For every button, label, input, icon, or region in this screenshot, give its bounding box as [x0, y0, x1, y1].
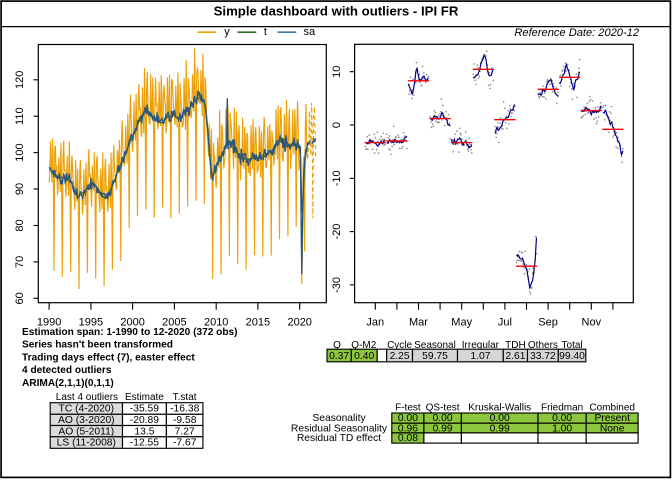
svg-text:TDH: TDH — [505, 340, 526, 351]
svg-text:Kruskal-Wallis: Kruskal-Wallis — [468, 402, 531, 413]
svg-text:7.27: 7.27 — [175, 426, 195, 437]
svg-text:Last 4 outliers: Last 4 outliers — [56, 392, 118, 403]
svg-text:Irregular: Irregular — [462, 340, 500, 351]
svg-text:Mar: Mar — [409, 317, 428, 329]
svg-text:0.08: 0.08 — [398, 433, 418, 444]
svg-text:0: 0 — [331, 122, 343, 128]
svg-text:-30: -30 — [331, 277, 343, 293]
svg-text:Seasonal: Seasonal — [414, 340, 456, 351]
svg-text:Estimation span: 1-1990 to 12-: Estimation span: 1-1990 to 12-2020 (372 … — [22, 327, 238, 338]
svg-text:May: May — [451, 317, 472, 329]
svg-text:0.99: 0.99 — [490, 423, 510, 434]
svg-text:T.stat: T.stat — [173, 392, 197, 403]
svg-text:Simple dashboard with outliers: Simple dashboard with outliers - IPI FR — [214, 3, 459, 18]
svg-text:2000: 2000 — [120, 317, 144, 329]
svg-text:2.61: 2.61 — [505, 351, 525, 362]
svg-text:2020: 2020 — [287, 317, 311, 329]
svg-text:Nov: Nov — [582, 317, 602, 329]
svg-text:Total: Total — [562, 340, 583, 351]
svg-text:Reference Date: 2020-12: Reference Date: 2020-12 — [514, 27, 639, 39]
svg-text:-7.67: -7.67 — [173, 438, 197, 449]
svg-text:TC (4-2020): TC (4-2020) — [59, 404, 115, 415]
svg-text:t: t — [264, 26, 267, 38]
svg-text:2010: 2010 — [204, 317, 228, 329]
svg-text:0.40: 0.40 — [354, 351, 374, 362]
svg-text:Q-M2: Q-M2 — [351, 340, 376, 351]
svg-text:Jan: Jan — [366, 317, 384, 329]
svg-text:59.75: 59.75 — [422, 351, 448, 362]
svg-text:None: None — [600, 423, 625, 434]
svg-text:Sep: Sep — [538, 317, 558, 329]
svg-text:Others: Others — [528, 340, 558, 351]
svg-text:Seasonality: Seasonality — [312, 413, 366, 424]
svg-text:13.5: 13.5 — [134, 426, 154, 437]
svg-text:Cycle: Cycle — [387, 340, 412, 351]
svg-text:0.00: 0.00 — [490, 413, 510, 424]
svg-text:80: 80 — [14, 219, 26, 231]
svg-text:ARIMA(2,1,1)(0,1,1): ARIMA(2,1,1)(0,1,1) — [22, 378, 114, 389]
svg-text:Residual TD effect: Residual TD effect — [297, 433, 381, 444]
svg-text:1990: 1990 — [37, 317, 61, 329]
svg-text:-10: -10 — [331, 170, 343, 186]
svg-text:4 detected outliers: 4 detected outliers — [22, 365, 112, 376]
svg-text:0.00: 0.00 — [552, 413, 572, 424]
svg-text:Residual Seasonality: Residual Seasonality — [291, 423, 388, 434]
svg-text:2.25: 2.25 — [390, 351, 410, 362]
svg-text:99.40: 99.40 — [559, 351, 585, 362]
svg-text:Combined: Combined — [589, 402, 635, 413]
svg-text:0.00: 0.00 — [398, 413, 418, 424]
svg-text:LS (11-2008): LS (11-2008) — [57, 438, 116, 449]
svg-text:0.37: 0.37 — [329, 351, 349, 362]
svg-text:33.72: 33.72 — [530, 351, 556, 362]
svg-text:-35.59: -35.59 — [130, 404, 159, 415]
svg-text:70: 70 — [14, 256, 26, 268]
svg-text:AO (5-2011): AO (5-2011) — [58, 426, 114, 437]
svg-text:AO (3-2020): AO (3-2020) — [58, 415, 115, 426]
svg-text:Q: Q — [333, 340, 341, 351]
svg-text:sa: sa — [304, 26, 317, 38]
svg-text:Friedman: Friedman — [541, 402, 583, 413]
svg-text:90: 90 — [14, 183, 26, 195]
svg-text:-20.89: -20.89 — [130, 415, 159, 426]
svg-text:Estimate: Estimate — [125, 392, 164, 403]
svg-text:1.00: 1.00 — [552, 423, 572, 434]
svg-text:y: y — [224, 26, 230, 38]
svg-text:2005: 2005 — [162, 317, 186, 329]
svg-text:F-test: F-test — [395, 402, 421, 413]
svg-text:0.00: 0.00 — [433, 413, 453, 424]
svg-text:-12.55: -12.55 — [130, 438, 159, 449]
svg-text:10: 10 — [331, 66, 343, 78]
svg-text:60: 60 — [14, 292, 26, 304]
svg-text:-20: -20 — [331, 224, 343, 240]
svg-text:-16.38: -16.38 — [170, 404, 199, 415]
svg-text:Present: Present — [594, 413, 630, 424]
svg-text:0.96: 0.96 — [398, 423, 418, 434]
svg-text:110: 110 — [14, 107, 26, 125]
svg-text:120: 120 — [14, 71, 26, 89]
svg-text:QS-test: QS-test — [426, 402, 460, 413]
svg-text:Series hasn't been transformed: Series hasn't been transformed — [22, 340, 173, 351]
svg-text:100: 100 — [14, 143, 26, 161]
svg-text:Trading days effect (7), easte: Trading days effect (7), easter effect — [22, 352, 195, 363]
svg-text:Jul: Jul — [498, 317, 512, 329]
svg-text:1995: 1995 — [79, 317, 103, 329]
svg-text:-9.58: -9.58 — [173, 415, 197, 426]
svg-text:2015: 2015 — [246, 317, 270, 329]
svg-text:1.07: 1.07 — [470, 351, 490, 362]
svg-text:0.99: 0.99 — [433, 423, 453, 434]
